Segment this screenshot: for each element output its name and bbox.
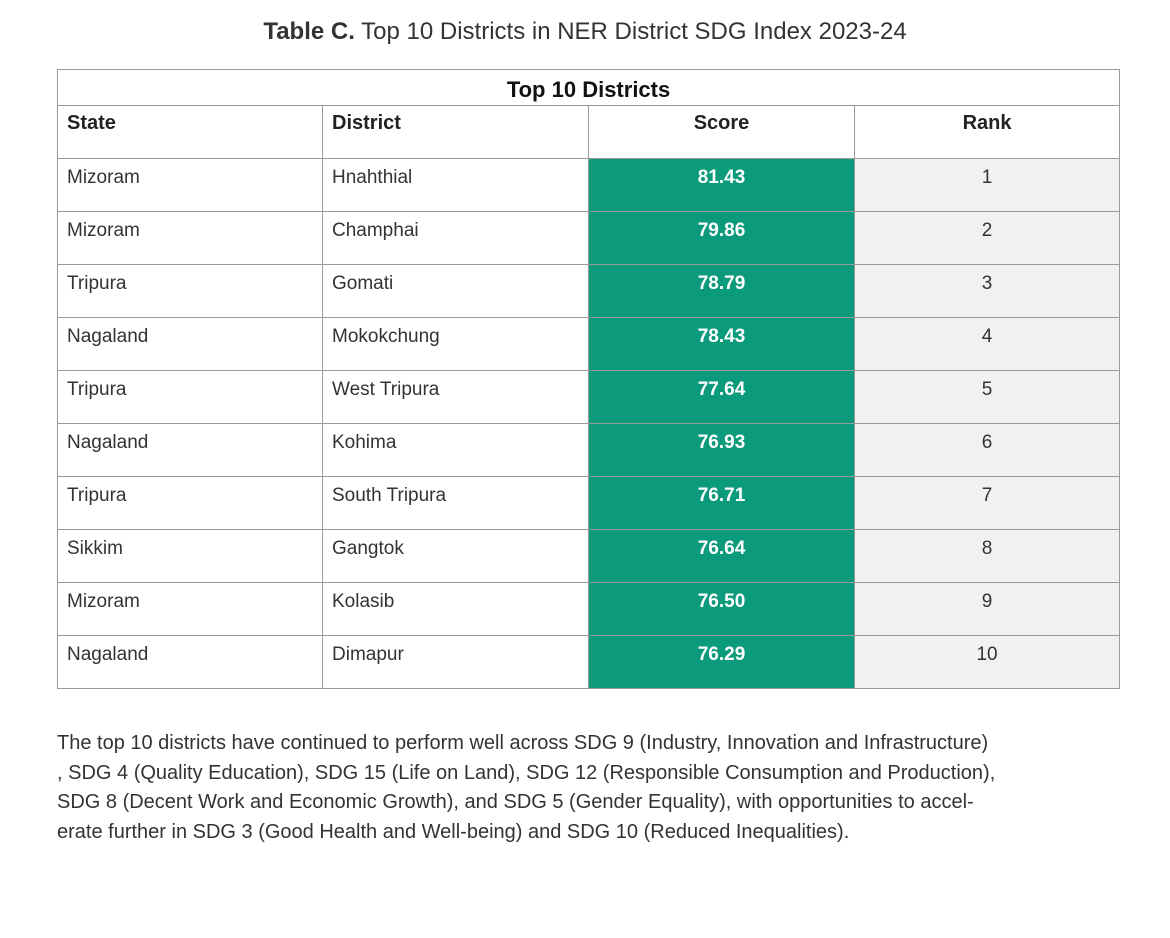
- table-row: Tripura Gomati 78.79 3: [57, 264, 1121, 318]
- cell-score: 76.93: [588, 423, 855, 477]
- cell-district: West Tripura: [322, 370, 589, 424]
- cell-state: Mizoram: [57, 158, 323, 212]
- cell-rank: 2: [853, 211, 1121, 265]
- cell-rank: 10: [853, 635, 1121, 689]
- cell-district: Dimapur: [322, 635, 589, 689]
- cell-district: Hnahthial: [322, 158, 589, 212]
- cell-district: Kohima: [322, 423, 589, 477]
- table-header-row: State District Score Rank: [57, 105, 1121, 159]
- cell-district: Gangtok: [322, 529, 589, 583]
- top-districts-table: Top 10 Districts State District Score Ra…: [56, 69, 1121, 689]
- cell-state: Nagaland: [57, 317, 323, 371]
- cell-state: Tripura: [57, 370, 323, 424]
- cell-state: Sikkim: [57, 529, 323, 583]
- cell-score: 81.43: [588, 158, 855, 212]
- cell-score: 78.79: [588, 264, 855, 318]
- cell-state: Tripura: [57, 264, 323, 318]
- cell-rank: 7: [853, 476, 1121, 530]
- cell-district: Gomati: [322, 264, 589, 318]
- cell-state: Mizoram: [57, 211, 323, 265]
- cell-district: Kolasib: [322, 582, 589, 636]
- table-row: Nagaland Kohima 76.93 6: [57, 423, 1121, 477]
- cell-score: 76.50: [588, 582, 855, 636]
- cell-score: 76.64: [588, 529, 855, 583]
- caption-label: Table C.: [263, 18, 355, 45]
- table-body: Mizoram Hnahthial 81.43 1 Mizoram Champhai 79.…: [57, 158, 1121, 689]
- table-caption: Table C. Top 10 Districts in NER Distric…: [0, 18, 1170, 46]
- cell-score: 76.29: [588, 635, 855, 689]
- cell-state: Mizoram: [57, 582, 323, 636]
- cell-district: Mokokchung: [322, 317, 589, 371]
- header-district: District: [322, 105, 589, 159]
- table-row: Mizoram Champhai 79.86 2: [57, 211, 1121, 265]
- cell-district: Champhai: [322, 211, 589, 265]
- note-line: The top 10 districts have continued to p…: [57, 732, 989, 754]
- cell-score: 76.71: [588, 476, 855, 530]
- cell-rank: 3: [853, 264, 1121, 318]
- cell-score: 77.64: [588, 370, 855, 424]
- note-paragraph: The top 10 districts have continued to p…: [57, 729, 1127, 847]
- table-row: Nagaland Mokokchung 78.43 4: [57, 317, 1121, 371]
- note-line: erate further in SDG 3 (Good Health and …: [57, 820, 850, 843]
- table-row: Sikkim Gangtok 76.64 8: [57, 529, 1121, 583]
- cell-rank: 5: [853, 370, 1121, 424]
- cell-state: Nagaland: [57, 423, 323, 477]
- table-title-row: Top 10 Districts: [56, 69, 1121, 106]
- cell-rank: 1: [853, 158, 1121, 212]
- header-rank: Rank: [853, 105, 1121, 159]
- table-row: Mizoram Kolasib 76.50 9: [57, 582, 1121, 636]
- cell-state: Tripura: [57, 476, 323, 530]
- header-state: State: [57, 105, 323, 159]
- caption-text: Top 10 Districts in NER District SDG Ind…: [361, 18, 907, 45]
- cell-rank: 8: [853, 529, 1121, 583]
- cell-score: 79.86: [588, 211, 855, 265]
- note-line: , SDG 4 (Quality Education), SDG 15 (Lif…: [57, 761, 996, 784]
- header-score: Score: [588, 105, 855, 159]
- cell-state: Nagaland: [57, 635, 323, 689]
- table-row: Tripura South Tripura 76.71 7: [57, 476, 1121, 530]
- table-title: Top 10 Districts: [56, 69, 1121, 106]
- cell-rank: 6: [853, 423, 1121, 477]
- cell-rank: 4: [853, 317, 1121, 371]
- cell-rank: 9: [853, 582, 1121, 636]
- table-row: Mizoram Hnahthial 81.43 1: [57, 158, 1121, 212]
- cell-score: 78.43: [588, 317, 855, 371]
- table-row: Nagaland Dimapur 76.29 10: [57, 635, 1121, 689]
- cell-district: South Tripura: [322, 476, 589, 530]
- note-line: SDG 8 (Decent Work and Economic Growth),…: [57, 791, 974, 813]
- table-row: Tripura West Tripura 77.64 5: [57, 370, 1121, 424]
